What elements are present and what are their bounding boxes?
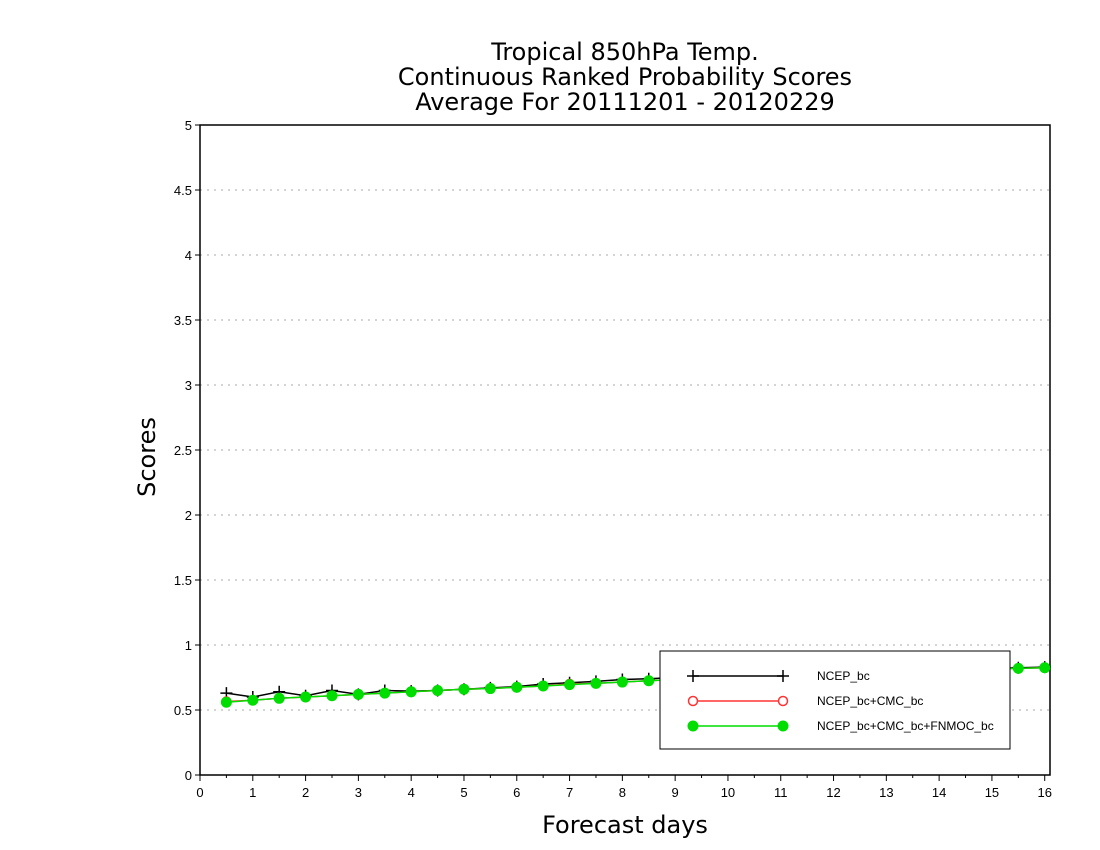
x-tick-label-14: 14 (932, 785, 946, 800)
y-tick-label-4: 2 (185, 508, 192, 523)
legend-marker-end-1 (777, 695, 789, 707)
y-tick-label-7: 3.5 (174, 313, 192, 328)
legend-label-0: NCEP_bc (817, 669, 870, 683)
legend-label-2: NCEP_bc+CMC_bc+FNMOC_bc (817, 719, 994, 733)
series-2-point-8 (432, 685, 444, 696)
legend-items: NCEP_bc NCEP_bc+CMC_bc NCEP_bc+CMC_bc+FNMO… (687, 669, 994, 733)
x-tick-label-3: 3 (355, 785, 362, 800)
series-2-point-14 (590, 677, 602, 689)
x-tick-label-12: 12 (826, 785, 840, 800)
legend-marker-end-0 (777, 670, 789, 682)
series-2-point-16 (643, 675, 655, 687)
series-2-point-6 (379, 687, 391, 699)
grid-lines (200, 189, 1050, 711)
legend-marker-start-1 (687, 695, 699, 707)
series-2-point-13 (564, 679, 576, 691)
x-tick-label-1: 1 (249, 785, 256, 800)
legend-marker-end-2 (777, 720, 789, 732)
x-tick-label-6: 6 (513, 785, 520, 800)
chart-title: Tropical 850hPa Temp. Continuous Ranked … (398, 38, 852, 116)
ticks: 00.511.522.533.544.550 1 2 3 4 5 6 7 8 9 10 11 12 13 1… (174, 118, 1052, 800)
series-2-point-30 (1012, 662, 1024, 674)
x-tick-label-10: 10 (721, 785, 735, 800)
x-tick-label-5: 5 (460, 785, 467, 800)
series-2-point-9 (458, 683, 470, 695)
y-tick-label-8: 4 (185, 248, 192, 263)
y-tick-label-2: 1 (185, 638, 192, 653)
x-tick-label-7: 7 (566, 785, 573, 800)
series-2-point-12 (537, 680, 549, 692)
y-tick-label-10: 5 (185, 118, 192, 133)
legend-marker-start-0 (687, 670, 699, 682)
y-tick-label-0: 0 (185, 768, 192, 783)
x-tick-label-11: 11 (774, 785, 788, 800)
x-tick-label-9: 9 (672, 785, 679, 800)
series-2-point-1 (247, 694, 259, 706)
legend-box (659, 650, 1011, 750)
y-tick-label-9: 4.5 (174, 183, 192, 198)
chart-title-line-2: Continuous Ranked Probability Scores (398, 63, 852, 91)
series-2-point-2 (273, 692, 285, 704)
x-tick-label-0: 0 (196, 785, 203, 800)
x-tick-label-2: 2 (302, 785, 309, 800)
legend-label-1: NCEP_bc+CMC_bc (817, 694, 923, 708)
x-tick-label-4: 4 (408, 785, 415, 800)
series-2-point-3 (300, 691, 312, 703)
y-tick-label-6: 3 (185, 378, 192, 393)
series-2-point-31 (1039, 662, 1051, 674)
series-2-point-11 (511, 681, 523, 693)
series-2-point-4 (326, 690, 338, 702)
legend-marker-start-2 (687, 720, 699, 732)
series-2-point-0 (220, 696, 232, 708)
y-tick-label-1: 0.5 (174, 703, 192, 718)
x-axis-label: Forecast days (542, 811, 708, 839)
chart-title-line-3: Average For 20111201 - 20120229 (415, 88, 835, 116)
x-tick-label-13: 13 (879, 785, 893, 800)
y-tick-label-5: 2.5 (174, 443, 192, 458)
legend: NCEP_bc NCEP_bc+CMC_bc NCEP_bc+CMC_bc+FNMO… (659, 650, 1011, 750)
x-tick-label-15: 15 (985, 785, 999, 800)
x-tick-label-8: 8 (619, 785, 626, 800)
series-2-point-7 (405, 686, 417, 698)
y-tick-label-3: 1.5 (174, 573, 192, 588)
series-2-point-10 (484, 683, 496, 695)
y-axis-label: Scores (133, 417, 161, 497)
chart-title-line-1: Tropical 850hPa Temp. (490, 38, 759, 66)
series-2-point-5 (352, 688, 364, 700)
series-2-point-15 (616, 676, 628, 688)
x-tick-label-16: 16 (1037, 785, 1051, 800)
